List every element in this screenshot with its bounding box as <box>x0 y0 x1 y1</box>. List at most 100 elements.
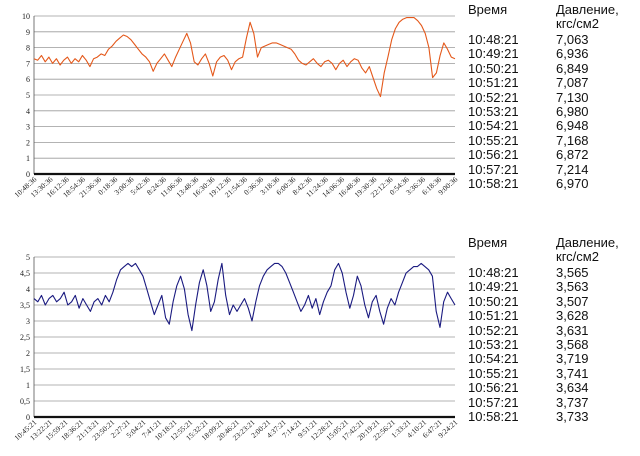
pressure-cell: 3,634 <box>556 380 589 396</box>
time-cell: 10:58:21 <box>468 176 519 192</box>
time-cell: 10:57:21 <box>468 161 519 177</box>
pressure-cell: 6,849 <box>556 60 589 76</box>
table-row: 10:48:21 7,063 <box>468 32 636 47</box>
table-row: 10:57:21 3,737 <box>468 394 636 410</box>
pressure-cell: 6,872 <box>556 147 589 163</box>
table-row: 10:50:21 6,849 <box>468 60 636 76</box>
table-row: 10:58:21 6,970 <box>468 176 636 192</box>
time-cell: 10:49:21 <box>468 46 519 62</box>
y-tick-label: 0 <box>26 413 30 422</box>
y-tick-label: 4 <box>26 107 30 116</box>
y-tick-label: 4 <box>26 285 30 294</box>
time-cell: 10:53:21 <box>468 337 519 353</box>
time-cell: 10:50:21 <box>468 60 519 76</box>
y-tick-label: 0 <box>26 170 30 179</box>
pressure-column-header: Давление, кгс/см2 <box>556 2 619 31</box>
y-tick-label: 6 <box>26 75 30 84</box>
time-column-header: Время <box>468 235 508 250</box>
table-header: Время Давление, кгс/см2 <box>468 235 636 264</box>
time-cell: 10:52:21 <box>468 322 519 338</box>
y-tick-label: 2,5 <box>20 333 30 342</box>
table-row: 10:54:21 6,948 <box>468 118 636 134</box>
y-tick-label: 1 <box>26 154 30 163</box>
y-tick-label: 3 <box>26 317 30 326</box>
pressure-cell: 7,063 <box>556 32 589 47</box>
y-tick-label: 9 <box>26 28 30 37</box>
time-cell: 10:56:21 <box>468 380 519 396</box>
time-column-header: Время <box>468 2 508 17</box>
pressure-cell: 3,733 <box>556 409 589 425</box>
y-tick-label: 0,5 <box>20 397 30 406</box>
table-row: 10:49:21 6,936 <box>468 46 636 62</box>
table-row: 10:49:21 3,563 <box>468 279 636 295</box>
table-row: 10:54:21 3,719 <box>468 351 636 367</box>
time-cell: 10:50:21 <box>468 293 519 309</box>
y-tick-label: 8 <box>26 44 30 53</box>
time-cell: 10:55:21 <box>468 365 519 381</box>
time-cell: 10:58:21 <box>468 409 519 425</box>
pressure-cell: 3,631 <box>556 322 589 338</box>
pressure-chart-2: 00,511,522,533,544,5510:45:2113:22:2115:… <box>12 253 459 442</box>
pressure-series-line <box>33 17 456 98</box>
y-tick-label: 4,5 <box>20 269 30 278</box>
time-cell: 10:52:21 <box>468 89 519 105</box>
pressure-cell: 3,568 <box>556 337 589 353</box>
pressure-cell: 3,563 <box>556 279 589 295</box>
time-cell: 10:54:21 <box>468 118 519 134</box>
y-tick-label: 5 <box>26 253 30 262</box>
pressure-column-header: Давление, кгс/см2 <box>556 235 619 264</box>
pressure-table-1: Время Давление, кгс/см2 10:48:21 7,063 10:… <box>468 2 636 192</box>
pressure-cell: 6,970 <box>556 176 589 192</box>
time-cell: 10:57:21 <box>468 394 519 410</box>
y-tick-label: 3,5 <box>20 301 30 310</box>
y-tick-label: 1,5 <box>20 365 30 374</box>
time-cell: 10:48:21 <box>468 32 519 47</box>
table-row: 10:52:21 3,631 <box>468 322 636 338</box>
pressure-cell: 7,087 <box>556 75 589 91</box>
table-row: 10:51:21 3,628 <box>468 308 636 324</box>
time-cell: 10:51:21 <box>468 75 519 91</box>
y-tick-label: 5 <box>26 91 30 100</box>
time-cell: 10:56:21 <box>468 147 519 163</box>
pressure-chart-1: 01234567891010:48:3613:30:3616:12:3618:5… <box>12 12 459 199</box>
pressure-cell: 3,741 <box>556 365 589 381</box>
time-cell: 10:49:21 <box>468 279 519 295</box>
table-row: 10:56:21 3,634 <box>468 380 636 396</box>
table-row: 10:51:21 7,087 <box>468 75 636 91</box>
pressure-cell: 3,507 <box>556 293 589 309</box>
table-header: Время Давление, кгс/см2 <box>468 2 636 31</box>
pressure-cell: 3,628 <box>556 308 589 324</box>
pressure-cell: 7,168 <box>556 132 589 148</box>
pressure-cell: 7,214 <box>556 161 589 177</box>
y-tick-label: 2 <box>26 349 30 358</box>
pressure-cell: 6,980 <box>556 104 589 120</box>
time-cell: 10:55:21 <box>468 132 519 148</box>
y-tick-label: 2 <box>26 138 30 147</box>
time-cell: 10:48:21 <box>468 265 519 280</box>
pressure-cell: 6,948 <box>556 118 589 134</box>
table-row: 10:57:21 7,214 <box>468 161 636 177</box>
table-row: 10:48:21 3,565 <box>468 265 636 280</box>
table-row: 10:55:21 7,168 <box>468 132 636 148</box>
time-cell: 10:53:21 <box>468 104 519 120</box>
pressure-cell: 3,737 <box>556 394 589 410</box>
pressure-cell: 6,936 <box>556 46 589 62</box>
table-row: 10:53:21 3,568 <box>468 337 636 353</box>
y-tick-label: 3 <box>26 123 30 132</box>
pressure-cell: 3,565 <box>556 265 589 280</box>
pressure-cell: 3,719 <box>556 351 589 367</box>
y-tick-label: 7 <box>26 59 30 68</box>
time-cell: 10:54:21 <box>468 351 519 367</box>
y-tick-label: 10 <box>22 12 30 21</box>
time-cell: 10:51:21 <box>468 308 519 324</box>
pressure-series-line <box>33 262 456 332</box>
table-row: 10:50:21 3,507 <box>468 293 636 309</box>
table-row: 10:56:21 6,872 <box>468 147 636 163</box>
y-tick-label: 1 <box>26 381 30 390</box>
table-row: 10:53:21 6,980 <box>468 104 636 120</box>
table-row: 10:52:21 7,130 <box>468 89 636 105</box>
table-row: 10:55:21 3,741 <box>468 365 636 381</box>
pressure-cell: 7,130 <box>556 89 589 105</box>
table-row: 10:58:21 3,733 <box>468 409 636 425</box>
